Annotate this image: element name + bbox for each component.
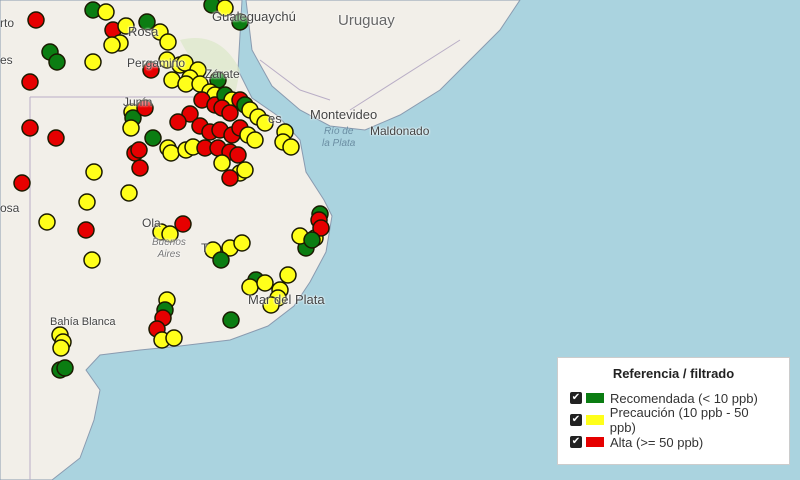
marker-alta[interactable] bbox=[221, 104, 239, 122]
legend-item-precaucion[interactable]: ✔ Precaución (10 ppb - 50 ppb) bbox=[570, 405, 777, 435]
label-bahia-blanca: Bahía Blanca bbox=[50, 316, 116, 328]
legend-label: Precaución (10 ppb - 50 ppb) bbox=[609, 405, 749, 435]
marker-alta[interactable] bbox=[130, 141, 148, 159]
legend-label: Alta (>= 50 ppb) bbox=[610, 434, 704, 450]
marker-precaucion[interactable] bbox=[162, 144, 180, 162]
marker-precaucion[interactable] bbox=[97, 3, 115, 21]
swatch-yellow bbox=[585, 415, 604, 425]
label-province: Buenos Aires bbox=[152, 237, 186, 261]
marker-alta[interactable] bbox=[181, 105, 199, 123]
checkbox-precaucion[interactable]: ✔ bbox=[570, 414, 582, 426]
label-left-2: es bbox=[0, 53, 13, 67]
label-buenos-aires-city: es bbox=[268, 111, 282, 126]
marker-precaucion[interactable] bbox=[262, 296, 280, 314]
marker-alta[interactable] bbox=[77, 221, 95, 239]
marker-precaucion[interactable] bbox=[233, 234, 251, 252]
legend-title: Referencia / filtrado bbox=[612, 366, 735, 381]
marker-precaucion[interactable] bbox=[85, 163, 103, 181]
marker-precaucion[interactable] bbox=[117, 17, 135, 35]
marker-layer bbox=[13, 0, 330, 379]
marker-precaucion[interactable] bbox=[52, 339, 70, 357]
label-left-3: osa bbox=[0, 201, 20, 215]
marker-precaucion[interactable] bbox=[246, 131, 264, 149]
swatch-green bbox=[586, 393, 604, 403]
marker-recomendada[interactable] bbox=[138, 13, 156, 31]
marker-alta[interactable] bbox=[136, 99, 154, 117]
checkbox-alta[interactable]: ✔ bbox=[570, 436, 582, 448]
label-maldonado: Maldonado bbox=[370, 124, 430, 138]
label-rio-1: Río de bbox=[323, 126, 354, 137]
label-rio-de-la-plata: Río de la Plata bbox=[322, 126, 355, 150]
marker-alta[interactable] bbox=[312, 219, 330, 237]
label-rio-2: la Plata bbox=[322, 138, 356, 149]
marker-precaucion[interactable] bbox=[282, 138, 300, 156]
label-left-1: rto bbox=[0, 16, 15, 30]
label-zarate: Zárate bbox=[205, 67, 240, 81]
marker-recomendada[interactable] bbox=[222, 311, 240, 329]
label-rosario: Rosa bbox=[128, 24, 159, 39]
marker-precaucion[interactable] bbox=[256, 274, 274, 292]
marker-precaucion[interactable] bbox=[256, 114, 274, 132]
label-junin: Junín bbox=[123, 95, 153, 109]
label-olavarria: Ola bbox=[142, 216, 161, 230]
label-mar-del-plata: Mar del Plata bbox=[248, 292, 325, 307]
label-province-2: Aires bbox=[157, 249, 181, 260]
marker-precaucion[interactable] bbox=[78, 193, 96, 211]
marker-alta[interactable] bbox=[21, 73, 39, 91]
province-border bbox=[29, 39, 461, 480]
uruguay-land bbox=[245, 0, 521, 131]
label-uruguay: Uruguay bbox=[338, 12, 395, 29]
marker-precaucion[interactable] bbox=[103, 36, 121, 54]
marker-precaucion[interactable] bbox=[216, 0, 234, 17]
legend-item-alta[interactable]: ✔ Alta (>= 50 ppb) bbox=[570, 431, 777, 453]
marker-precaucion[interactable] bbox=[159, 33, 177, 51]
marker-alta[interactable] bbox=[131, 159, 149, 177]
marker-precaucion[interactable] bbox=[84, 53, 102, 71]
marker-recomendada[interactable] bbox=[231, 13, 249, 31]
marker-precaucion[interactable] bbox=[213, 154, 231, 172]
label-montevideo: Montevideo bbox=[310, 107, 378, 122]
label-tandil: T bbox=[201, 241, 209, 255]
marker-recomendada[interactable] bbox=[212, 251, 230, 269]
marker-alta[interactable] bbox=[21, 119, 39, 137]
marker-recomendada[interactable] bbox=[48, 53, 66, 71]
label-province-1: Buenos bbox=[152, 237, 186, 248]
marker-recomendada[interactable] bbox=[303, 231, 321, 249]
marker-alta[interactable] bbox=[229, 146, 247, 164]
marker-alta[interactable] bbox=[13, 174, 31, 192]
marker-recomendada[interactable] bbox=[144, 129, 162, 147]
marker-precaucion[interactable] bbox=[120, 184, 138, 202]
marker-alta[interactable] bbox=[174, 215, 192, 233]
marker-alta[interactable] bbox=[142, 61, 160, 79]
marker-precaucion[interactable] bbox=[83, 251, 101, 269]
label-pergamino: Pergamino bbox=[127, 56, 186, 70]
legend-panel: Referencia / filtrado ✔ Recomendada (< 1… bbox=[557, 357, 790, 465]
legend-label: Recomendada (< 10 ppb) bbox=[610, 390, 758, 406]
marker-alta[interactable] bbox=[169, 113, 187, 131]
marker-precaucion[interactable] bbox=[38, 213, 56, 231]
marker-precaucion[interactable] bbox=[236, 161, 254, 179]
marker-precaucion[interactable] bbox=[122, 119, 140, 137]
marker-precaucion[interactable] bbox=[161, 225, 179, 243]
marker-alta[interactable] bbox=[27, 11, 45, 29]
legend-item-recomendada[interactable]: ✔ Recomendada (< 10 ppb) bbox=[570, 387, 777, 409]
marker-precaucion[interactable] bbox=[165, 329, 183, 347]
marker-precaucion[interactable] bbox=[279, 266, 297, 284]
marker-alta[interactable] bbox=[47, 129, 65, 147]
label-gualeguaychu: Gualeguaychú bbox=[212, 9, 296, 24]
marker-recomendada[interactable] bbox=[56, 359, 74, 377]
swatch-red bbox=[586, 437, 604, 447]
marker-alta[interactable] bbox=[221, 169, 239, 187]
checkbox-recomendada[interactable]: ✔ bbox=[570, 392, 582, 404]
